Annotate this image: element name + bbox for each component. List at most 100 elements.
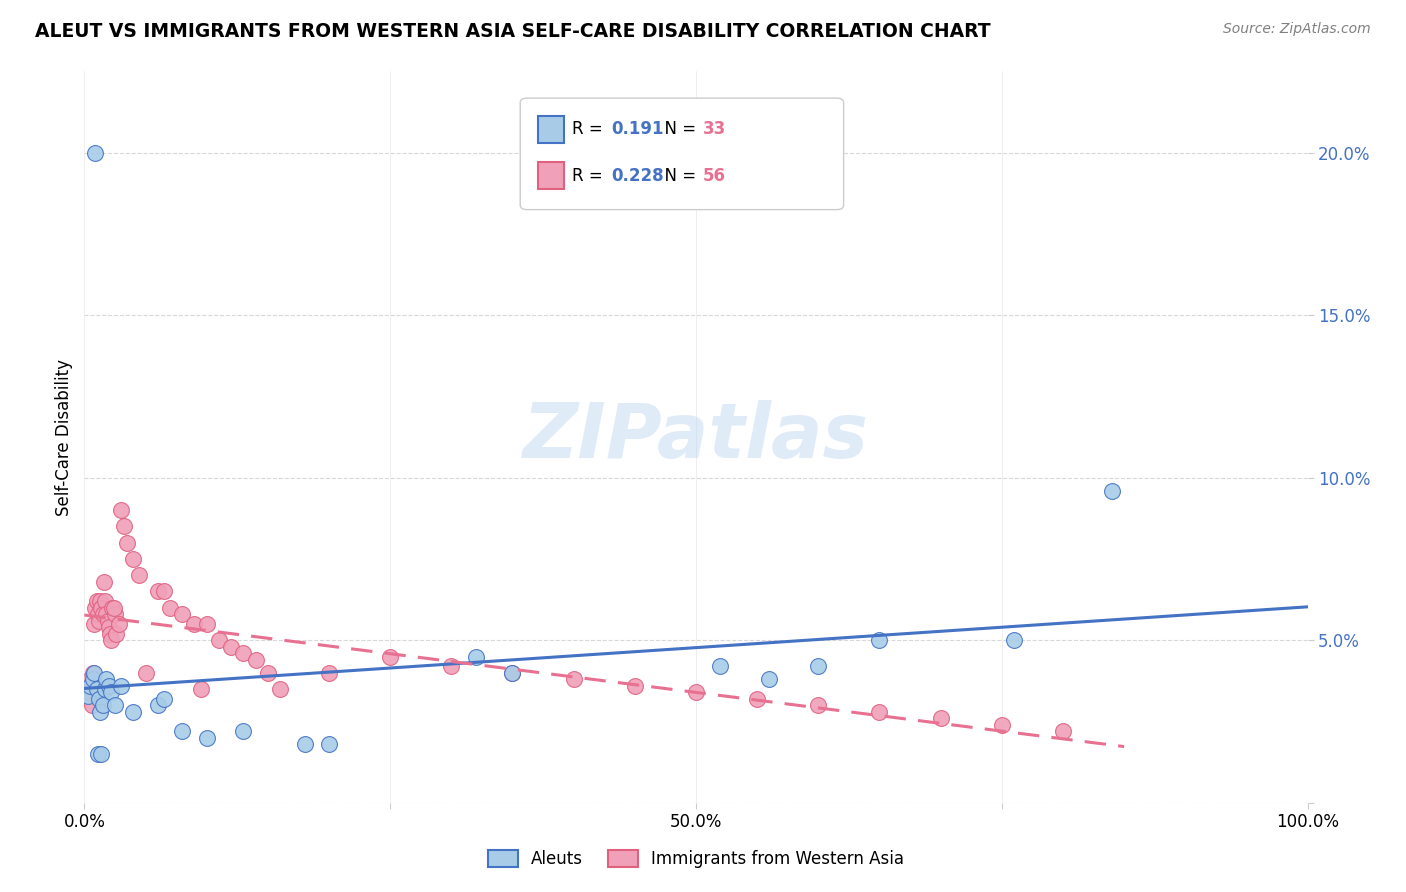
Point	[87, 614, 110, 628]
Point	[195, 617, 218, 632]
Point	[87, 607, 110, 622]
Point	[807, 698, 830, 713]
Point	[97, 620, 120, 634]
Point	[464, 649, 486, 664]
Point	[115, 535, 138, 549]
Point	[93, 574, 115, 589]
Point	[709, 659, 731, 673]
Point	[79, 673, 101, 687]
Point	[98, 626, 121, 640]
Point	[104, 698, 127, 713]
Point	[257, 665, 280, 680]
Point	[153, 584, 176, 599]
Legend: Aleuts, Immigrants from Western Asia: Aleuts, Immigrants from Western Asia	[481, 844, 911, 875]
Point	[172, 607, 194, 622]
Point	[183, 617, 205, 632]
Text: N =: N =	[654, 120, 702, 138]
Point	[1101, 483, 1123, 498]
Point	[1052, 724, 1074, 739]
Point	[91, 607, 114, 622]
Point	[1002, 633, 1025, 648]
Point	[110, 503, 132, 517]
Point	[869, 633, 891, 648]
Point	[380, 649, 402, 664]
Point	[82, 665, 104, 680]
Point	[135, 665, 157, 680]
Point	[232, 646, 254, 660]
Point	[245, 653, 267, 667]
Text: N =: N =	[654, 167, 702, 185]
Point	[94, 594, 117, 608]
Point	[562, 673, 585, 687]
Point	[112, 519, 135, 533]
Point	[440, 659, 463, 673]
Text: 33: 33	[703, 120, 727, 138]
Point	[97, 614, 120, 628]
Point	[122, 552, 145, 566]
Point	[146, 584, 169, 599]
Point	[269, 681, 291, 696]
Text: R =: R =	[572, 120, 609, 138]
Point	[624, 679, 647, 693]
Text: ALEUT VS IMMIGRANTS FROM WESTERN ASIA SELF-CARE DISABILITY CORRELATION CHART: ALEUT VS IMMIGRANTS FROM WESTERN ASIA SE…	[35, 22, 991, 41]
Point	[101, 600, 124, 615]
Point	[86, 594, 108, 608]
Point	[104, 607, 127, 622]
Point	[84, 600, 107, 615]
Point	[318, 665, 340, 680]
Point	[502, 665, 524, 680]
Text: 56: 56	[703, 167, 725, 185]
Point	[294, 737, 316, 751]
Point	[208, 633, 231, 648]
Point	[107, 617, 129, 632]
Point	[146, 698, 169, 713]
Point	[991, 718, 1014, 732]
Text: 0.228: 0.228	[612, 167, 664, 185]
Point	[96, 673, 118, 687]
Point	[159, 600, 181, 615]
Point	[110, 679, 132, 693]
Point	[90, 747, 112, 761]
Point	[758, 673, 780, 687]
Point	[97, 679, 120, 693]
Point	[747, 691, 769, 706]
Point	[87, 747, 110, 761]
Point	[94, 681, 117, 696]
Point	[90, 600, 112, 615]
Point	[502, 665, 524, 680]
Point	[105, 626, 128, 640]
Point	[82, 673, 104, 687]
Y-axis label: Self-Care Disability: Self-Care Disability	[55, 359, 73, 516]
Point	[89, 705, 111, 719]
Point	[685, 685, 707, 699]
Point	[190, 681, 212, 696]
Point	[153, 691, 176, 706]
Point	[195, 731, 218, 745]
Point	[232, 724, 254, 739]
Point	[100, 633, 122, 648]
Point	[83, 617, 105, 632]
Point	[219, 640, 242, 654]
Point	[79, 679, 101, 693]
Point	[100, 685, 122, 699]
Point	[89, 594, 111, 608]
Point	[91, 698, 114, 713]
Text: Source: ZipAtlas.com: Source: ZipAtlas.com	[1223, 22, 1371, 37]
Point	[807, 659, 830, 673]
Text: 0.191: 0.191	[612, 120, 664, 138]
Point	[128, 568, 150, 582]
Point	[80, 698, 103, 713]
Point	[172, 724, 194, 739]
Point	[103, 600, 125, 615]
Point	[86, 681, 108, 696]
Point	[96, 607, 118, 622]
Point	[318, 737, 340, 751]
Point	[929, 711, 952, 725]
Point	[77, 685, 100, 699]
Point	[869, 705, 891, 719]
Point	[83, 665, 105, 680]
Text: R =: R =	[572, 167, 609, 185]
Point	[84, 145, 107, 160]
Point	[87, 691, 110, 706]
Point	[122, 705, 145, 719]
